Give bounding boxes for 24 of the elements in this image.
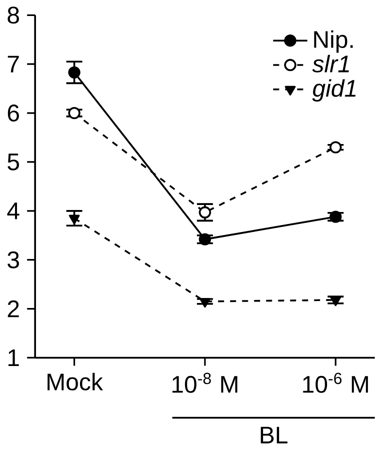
point — [330, 141, 342, 154]
y-tick-label: 6 — [8, 104, 20, 122]
point — [68, 66, 81, 79]
y-tick-label: 5 — [8, 154, 20, 170]
x-tick-label: 10$^{-6}$ M — [303, 372, 368, 393]
y-tick-label: 3 — [8, 251, 20, 268]
y-tick-label: 4 — [7, 202, 20, 220]
point — [199, 206, 212, 218]
point — [330, 296, 342, 306]
x-tick-label: Mock — [48, 372, 104, 390]
point — [330, 210, 342, 223]
y-tick-label: 2 — [8, 300, 20, 318]
x-tick-label: 10$^{-8}$ M — [172, 372, 238, 393]
x-axis-title: BL — [261, 426, 288, 444]
legend-label: Nip. — [314, 30, 353, 53]
y-tick-label: 8 — [8, 6, 20, 24]
legend-label: gid1 — [312, 79, 356, 102]
point — [199, 233, 212, 246]
y-tick-label: 7 — [8, 56, 20, 72]
point — [200, 298, 211, 308]
point — [68, 106, 81, 120]
y-tick-label: 1 — [8, 349, 20, 366]
legend-label: slr1 — [312, 54, 350, 72]
point — [69, 214, 80, 224]
